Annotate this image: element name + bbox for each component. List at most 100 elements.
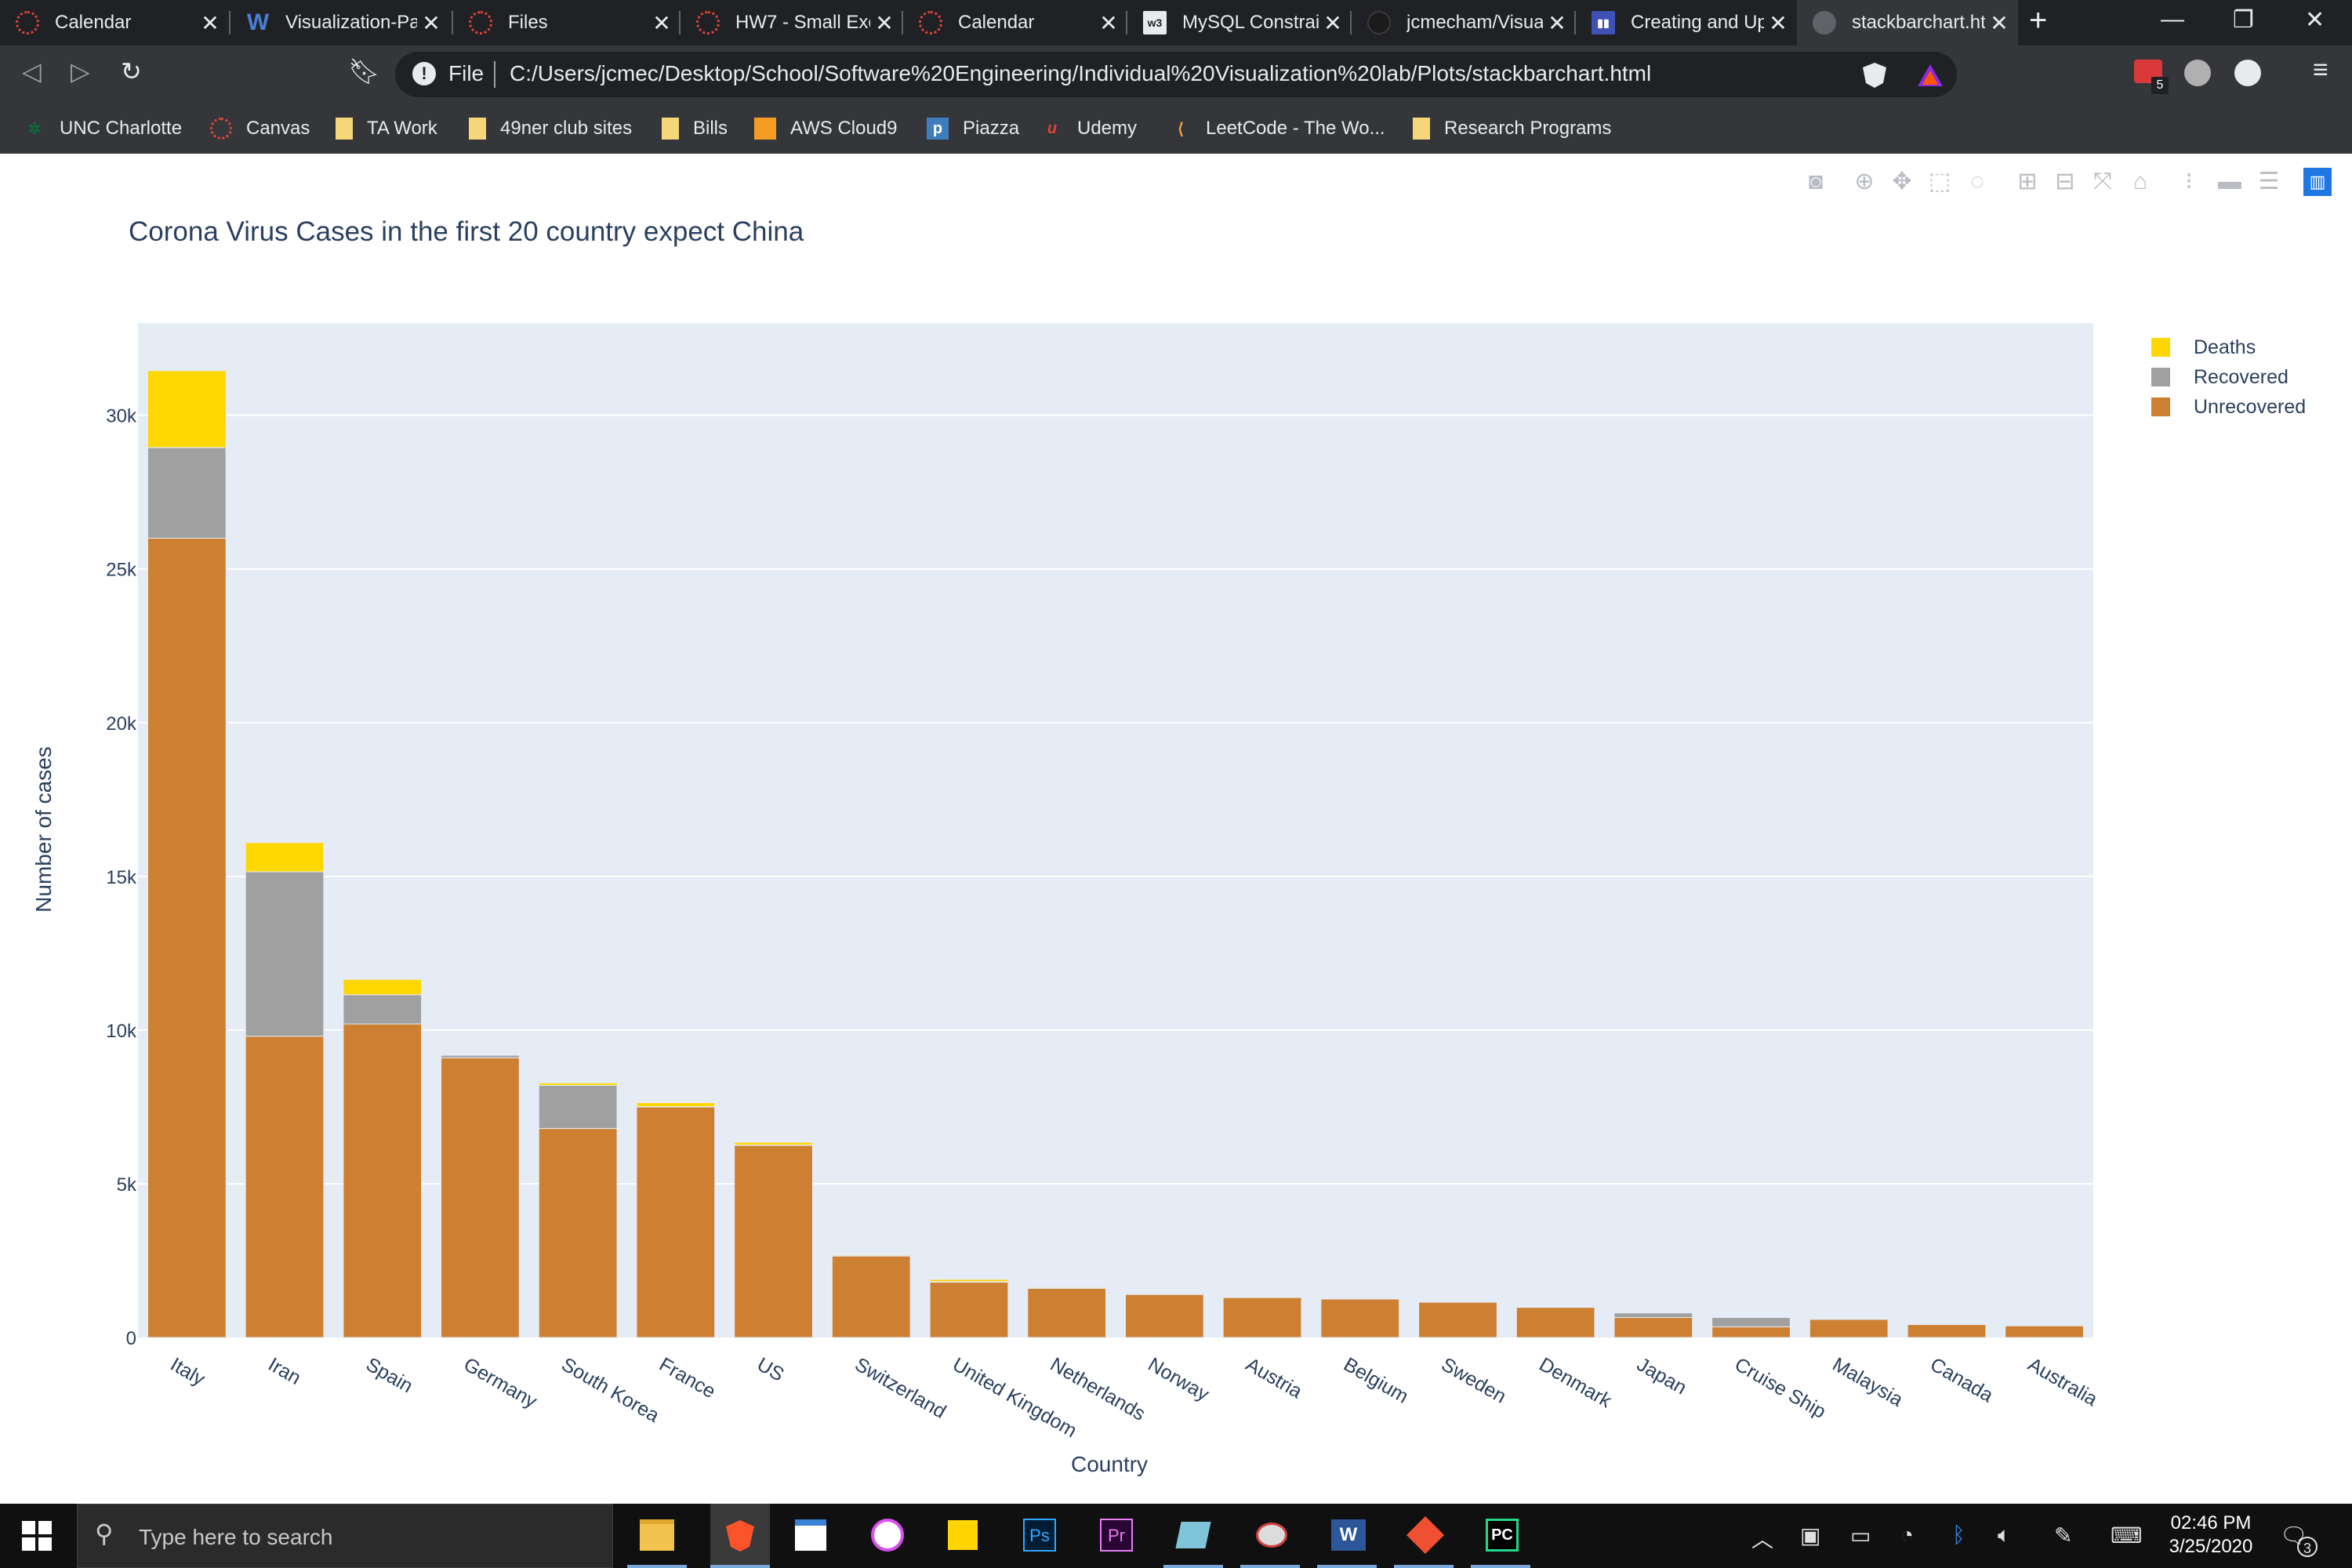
file-explorer-icon[interactable]	[635, 1513, 679, 1557]
bar-segment-deaths[interactable]	[1613, 1312, 1693, 1314]
chevron-up-icon[interactable]: ︿	[1751, 1527, 1774, 1552]
autoscale-icon[interactable]: ⤧	[2093, 169, 2112, 194]
restore-button[interactable]: ❐	[2233, 7, 2254, 33]
bar-segment-deaths[interactable]	[147, 370, 227, 448]
bar-segment-unrecovered[interactable]	[1809, 1319, 1889, 1338]
bar-segment-deaths[interactable]	[1027, 1287, 1107, 1289]
extension-icon[interactable]	[2184, 60, 2211, 86]
sticky-notes-icon[interactable]	[941, 1513, 985, 1557]
bar-segment-deaths[interactable]	[538, 1082, 618, 1086]
bookmark-icon[interactable]: 🔖︎	[348, 57, 380, 85]
lasso-select-icon[interactable]: ◌	[1970, 169, 1984, 194]
word-icon[interactable]: W	[1327, 1513, 1370, 1557]
brave-shield-icon[interactable]	[1861, 61, 1888, 89]
itunes-icon[interactable]	[866, 1513, 909, 1557]
close-window-button[interactable]: ✕	[2305, 7, 2325, 33]
close-icon[interactable]: ✕	[1323, 10, 1342, 35]
bar-segment-deaths[interactable]	[636, 1102, 716, 1108]
bar-segment-unrecovered[interactable]	[636, 1106, 716, 1338]
tab-mysql[interactable]: w3 MySQL Constrai ✕	[1127, 0, 1352, 45]
brave-icon[interactable]	[710, 1504, 770, 1568]
bar-segment-recovered[interactable]	[1613, 1312, 1693, 1319]
bar-segment-unrecovered[interactable]	[1418, 1301, 1497, 1338]
bookmark-leetcode[interactable]: ⟨ LeetCode - The Wo...	[1170, 113, 1385, 144]
back-button[interactable]: ◁	[22, 57, 42, 85]
meet-now-icon[interactable]: ▣	[1800, 1523, 1821, 1548]
bar-segment-recovered[interactable]	[147, 447, 227, 539]
git-icon[interactable]	[1403, 1513, 1447, 1557]
bar-segment-unrecovered[interactable]	[1320, 1298, 1400, 1338]
bookmark-unc-charlotte[interactable]: ✲ UNC Charlotte	[24, 113, 182, 144]
close-icon[interactable]: ✕	[201, 10, 220, 35]
bar-segment-unrecovered[interactable]	[147, 537, 227, 1338]
url-text[interactable]: C:/Users/jcmec/Desktop/School/Software%2…	[510, 61, 1652, 85]
brave-rewards-icon[interactable]	[1916, 63, 1944, 88]
bar-segment-recovered[interactable]	[1711, 1317, 1791, 1327]
reload-button[interactable]: ↻	[121, 57, 142, 85]
calendar-app-icon[interactable]	[789, 1513, 833, 1557]
bookmark-udemy[interactable]: u Udemy	[1041, 113, 1137, 144]
close-icon[interactable]: ✕	[422, 10, 441, 35]
pan-icon[interactable]: ✥	[1892, 169, 1912, 194]
close-icon[interactable]: ✕	[1548, 10, 1566, 35]
bluetooth-icon[interactable]: ᛒ	[1952, 1523, 1965, 1547]
premiere-icon[interactable]: Pr	[1094, 1513, 1138, 1557]
zoom-icon[interactable]: ⊕	[1854, 169, 1875, 194]
tab-hw7[interactable]: HW7 - Small Exc ✕	[681, 0, 903, 45]
bar-segment-unrecovered[interactable]	[2005, 1325, 2085, 1338]
plotly-logo-icon[interactable]: ▥	[2303, 168, 2332, 196]
tab-stackbarchart[interactable]: stackbarchart.ht ✕	[1797, 0, 2018, 45]
bar-segment-unrecovered[interactable]	[1907, 1324, 1987, 1338]
legend-item-recovered[interactable]: Recovered	[2151, 362, 2306, 392]
bar-segment-deaths[interactable]	[734, 1142, 813, 1146]
bar-segment-unrecovered[interactable]	[1124, 1294, 1204, 1338]
windows-start-icon[interactable]	[22, 1521, 52, 1551]
bar-segment-deaths[interactable]	[343, 978, 423, 996]
bar-segment-deaths[interactable]	[929, 1279, 1009, 1283]
bookmark-bills[interactable]: Bills	[662, 113, 728, 144]
bar-segment-unrecovered[interactable]	[245, 1036, 325, 1338]
bookmark-49ner-club-sites[interactable]: 49ner club sites	[469, 113, 632, 144]
menu-icon[interactable]: ≡	[2313, 55, 2328, 85]
hover-closest-icon[interactable]: ▬	[2218, 169, 2241, 194]
bar-segment-unrecovered[interactable]	[734, 1145, 813, 1338]
minimize-button[interactable]: —	[2161, 6, 2184, 32]
legend-item-deaths[interactable]: Deaths	[2151, 332, 2306, 362]
bookmark-aws-cloud9[interactable]: AWS Cloud9	[754, 113, 898, 144]
keyboard-icon[interactable]: ⌨	[2111, 1523, 2143, 1548]
bar-segment-unrecovered[interactable]	[343, 1023, 423, 1338]
bar-segment-deaths[interactable]	[245, 842, 325, 873]
wifi-icon[interactable]: ◔	[1900, 1523, 1914, 1547]
close-icon[interactable]: ✕	[652, 10, 671, 35]
pen-icon[interactable]: ✎	[2054, 1523, 2073, 1548]
bar-segment-deaths[interactable]	[831, 1254, 911, 1257]
bookmark-ta-work[interactable]: TA Work	[336, 113, 437, 144]
bookmark-canvas[interactable]: Canvas	[210, 113, 310, 144]
bar-segment-deaths[interactable]	[441, 1054, 520, 1056]
info-icon[interactable]: !	[412, 62, 436, 85]
tab-creating[interactable]: ▮▮ Creating and Up ✕	[1576, 0, 1797, 45]
close-icon[interactable]: ✕	[875, 10, 894, 35]
bar-segment-unrecovered[interactable]	[1515, 1307, 1595, 1338]
battery-icon[interactable]: ▭	[1850, 1523, 1871, 1548]
bar-segment-unrecovered[interactable]	[538, 1127, 618, 1338]
bar-segment-unrecovered[interactable]	[1027, 1287, 1107, 1338]
legend-item-unrecovered[interactable]: Unrecovered	[2151, 392, 2306, 422]
notes-app-icon[interactable]	[1171, 1513, 1215, 1557]
spike-lines-icon[interactable]: ⁝	[2185, 169, 2193, 194]
reset-axes-icon[interactable]: ⌂	[2132, 169, 2148, 194]
bar-segment-unrecovered[interactable]	[1222, 1297, 1302, 1338]
photoshop-icon[interactable]: Ps	[1018, 1513, 1062, 1557]
taskbar-search[interactable]: ⚲ Type here to search	[77, 1504, 613, 1568]
hover-compare-icon[interactable]: ☰	[2258, 169, 2280, 194]
close-icon[interactable]: ✕	[1769, 10, 1788, 35]
new-tab-button[interactable]: +	[2029, 3, 2048, 38]
tab-files[interactable]: Files ✕	[453, 0, 681, 45]
address-bar[interactable]: ! File C:/Users/jcmec/Desktop/School/Sof…	[395, 52, 1957, 97]
extension-icon[interactable]	[2234, 60, 2261, 86]
bar-segment-recovered[interactable]	[343, 994, 423, 1025]
zoom-out-icon[interactable]: ⊟	[2055, 169, 2075, 194]
bar-segment-recovered[interactable]	[538, 1084, 618, 1129]
bookmark-piazza[interactable]: p Piazza	[927, 113, 1019, 144]
zoom-in-icon[interactable]: ⊞	[2017, 169, 2038, 194]
